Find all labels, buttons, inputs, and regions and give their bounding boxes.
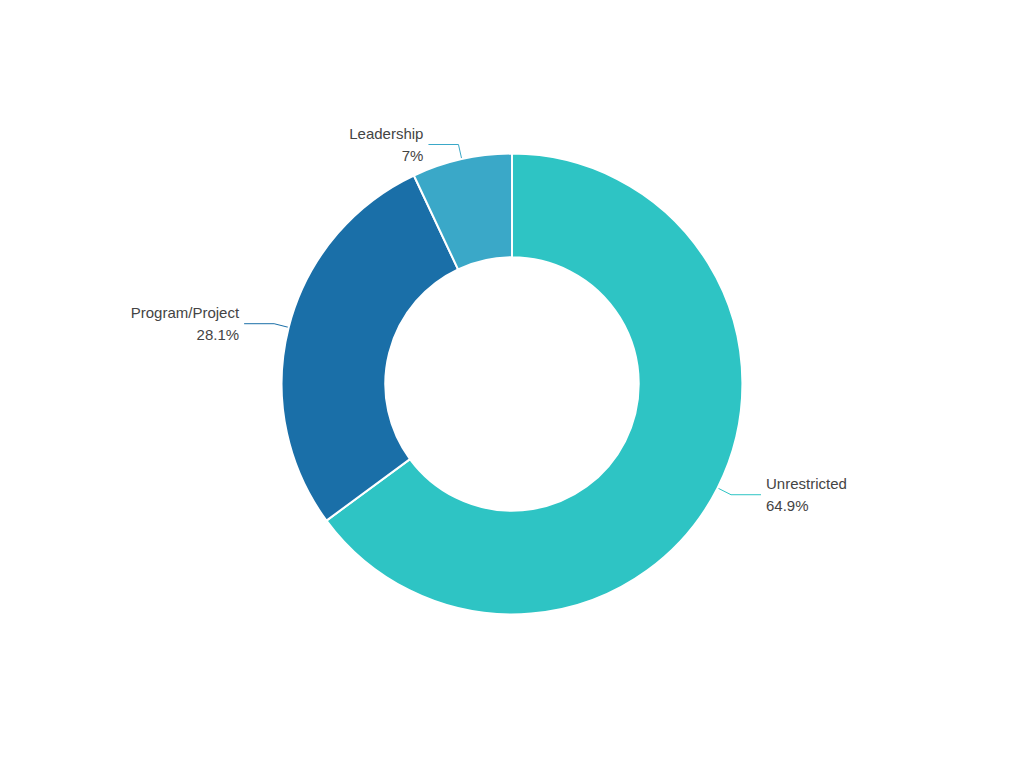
svg-text:28.1%: 28.1%: [197, 326, 240, 343]
svg-text:Program/Project: Program/Project: [131, 304, 240, 321]
svg-text:Unrestricted: Unrestricted: [766, 475, 847, 492]
svg-text:Leadership: Leadership: [349, 125, 423, 142]
svg-text:64.9%: 64.9%: [766, 497, 809, 514]
svg-text:7%: 7%: [402, 147, 424, 164]
